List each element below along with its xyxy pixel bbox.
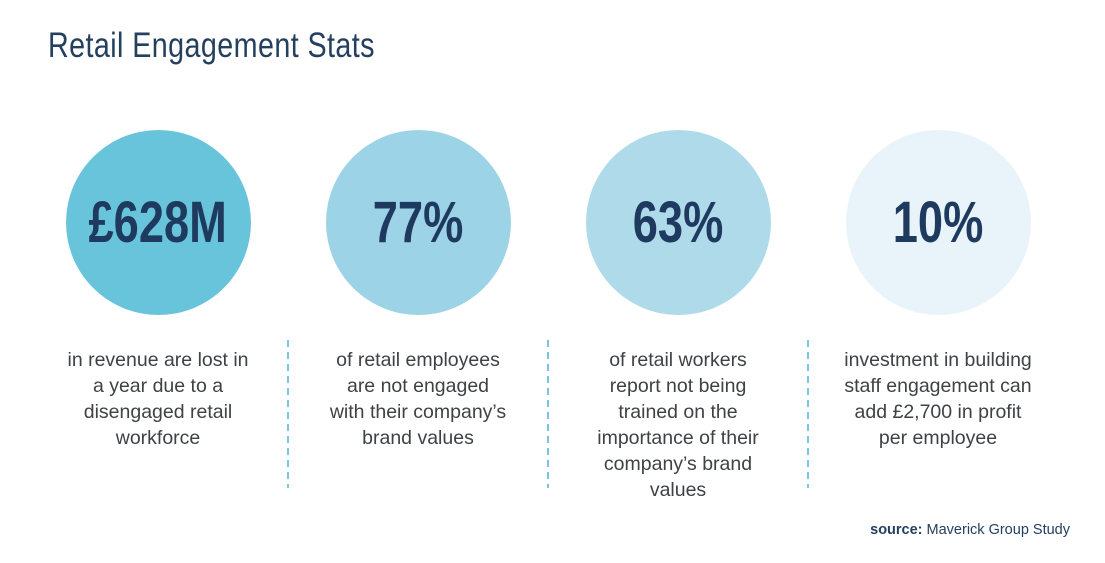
dashed-divider xyxy=(287,340,289,488)
stat-circle: 10% xyxy=(845,130,1031,315)
dashed-divider xyxy=(807,340,809,488)
source-text: Maverick Group Study xyxy=(922,522,1070,538)
stat-column-not-engaged: 77% of retail employees are not engaged … xyxy=(288,130,549,503)
stat-value: 10% xyxy=(892,190,984,255)
stat-column-investment: 10% investment in building staff engagem… xyxy=(808,130,1068,503)
stat-column-not-trained: 63% of retail workers report not being t… xyxy=(548,130,809,503)
stat-description: investment in building staff engagement … xyxy=(844,349,1032,449)
source-label: source: xyxy=(870,522,923,538)
stat-value: £628M xyxy=(88,190,228,255)
stat-description: in revenue are lost in a year due to a d… xyxy=(67,349,249,449)
page-title: Retail Engagement Stats xyxy=(48,26,375,65)
stat-circle: £628M xyxy=(65,130,251,315)
dashed-divider xyxy=(547,340,549,488)
stat-description: of retail workers report not being train… xyxy=(597,349,759,501)
stat-circle: 63% xyxy=(585,130,771,315)
stat-value: 77% xyxy=(372,190,464,255)
stat-column-revenue-lost: £628M in revenue are lost in a year due … xyxy=(28,130,289,503)
stat-circle: 77% xyxy=(325,130,511,315)
stat-description: of retail employees are not engaged with… xyxy=(329,349,507,449)
source-attribution: source: Maverick Group Study xyxy=(870,522,1070,538)
stat-value: 63% xyxy=(632,190,724,255)
stats-row: £628M in revenue are lost in a year due … xyxy=(28,130,1068,503)
